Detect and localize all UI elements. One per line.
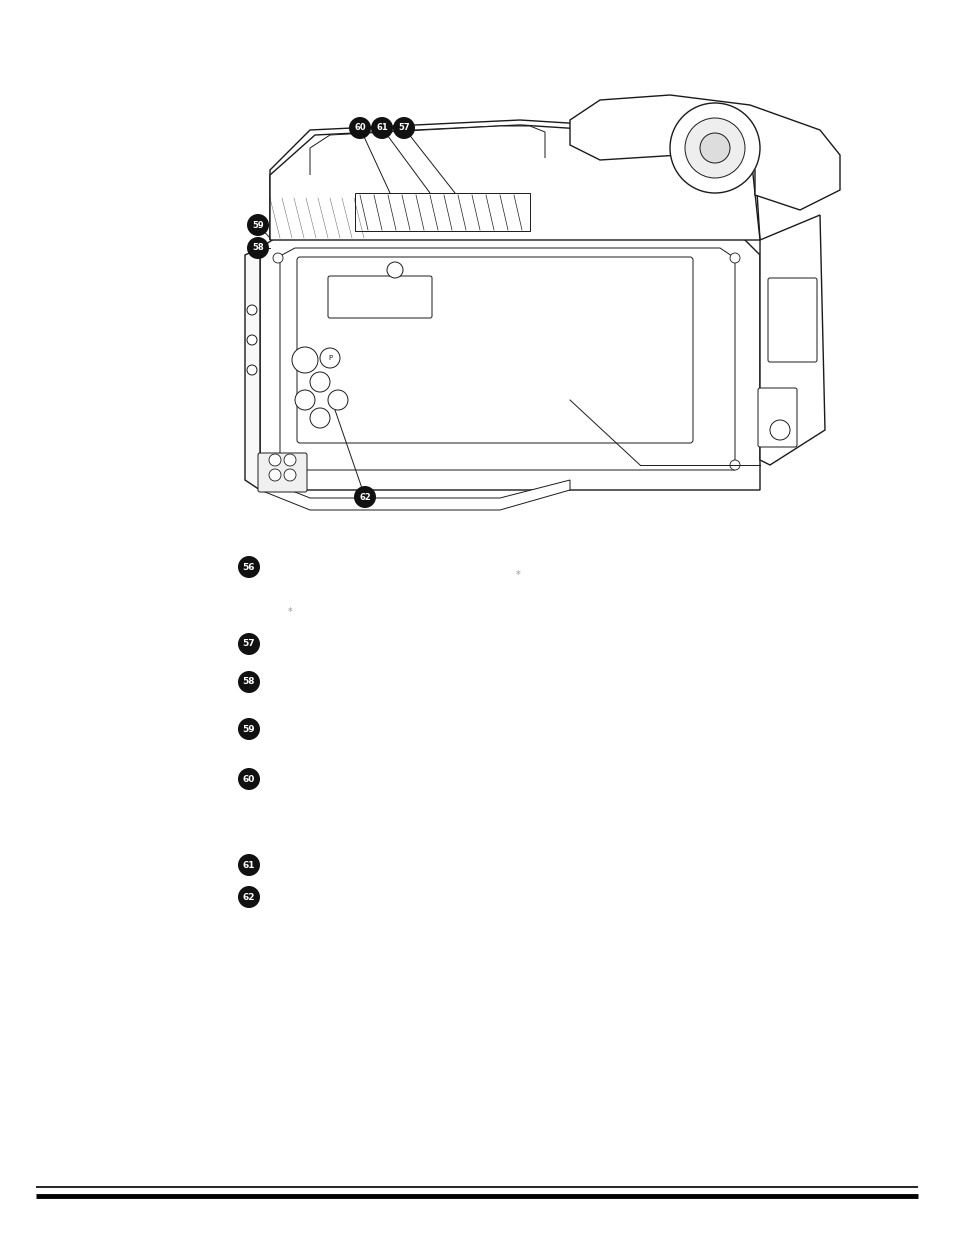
Circle shape [292,347,317,373]
Text: 59: 59 [252,221,264,230]
FancyBboxPatch shape [257,453,307,492]
Circle shape [310,372,330,391]
Text: 58: 58 [252,243,264,252]
FancyBboxPatch shape [767,278,816,362]
Circle shape [247,366,256,375]
Polygon shape [245,248,260,490]
FancyBboxPatch shape [758,388,796,447]
Circle shape [669,103,760,193]
Circle shape [319,348,339,368]
Circle shape [237,671,260,693]
Circle shape [237,885,260,908]
Circle shape [354,487,375,508]
Circle shape [247,214,269,236]
FancyBboxPatch shape [355,193,530,231]
Circle shape [310,408,330,429]
Circle shape [387,262,402,278]
Circle shape [371,117,393,140]
Circle shape [273,253,283,263]
Text: P: P [328,354,332,361]
Text: *: * [287,606,292,618]
Circle shape [349,117,371,140]
Circle shape [269,454,281,466]
Circle shape [294,390,314,410]
Polygon shape [280,248,734,471]
Circle shape [700,133,729,163]
Text: 59: 59 [242,725,255,734]
Text: 62: 62 [358,493,371,501]
Circle shape [247,335,256,345]
Circle shape [237,556,260,578]
Circle shape [237,853,260,876]
Circle shape [328,390,348,410]
Text: 57: 57 [397,124,410,132]
Text: 58: 58 [242,678,255,687]
Circle shape [769,420,789,440]
Circle shape [684,119,744,178]
Polygon shape [260,478,569,510]
Circle shape [729,459,740,471]
FancyBboxPatch shape [328,275,432,317]
Circle shape [237,768,260,790]
Circle shape [237,634,260,655]
Circle shape [269,469,281,480]
Polygon shape [760,215,824,466]
Circle shape [247,305,256,315]
Circle shape [284,454,295,466]
Text: 61: 61 [375,124,388,132]
Text: 57: 57 [242,640,255,648]
Circle shape [284,469,295,480]
Circle shape [273,459,283,471]
Circle shape [247,237,269,259]
Text: 56: 56 [242,562,255,572]
Polygon shape [569,95,840,210]
Text: 60: 60 [243,774,254,783]
Circle shape [393,117,415,140]
Circle shape [237,718,260,740]
Text: 62: 62 [242,893,255,902]
Text: 61: 61 [242,861,255,869]
Polygon shape [270,125,760,240]
FancyBboxPatch shape [296,257,692,443]
Text: 60: 60 [354,124,365,132]
Circle shape [729,253,740,263]
Polygon shape [260,235,760,490]
Polygon shape [310,126,544,175]
Text: *: * [515,571,519,580]
